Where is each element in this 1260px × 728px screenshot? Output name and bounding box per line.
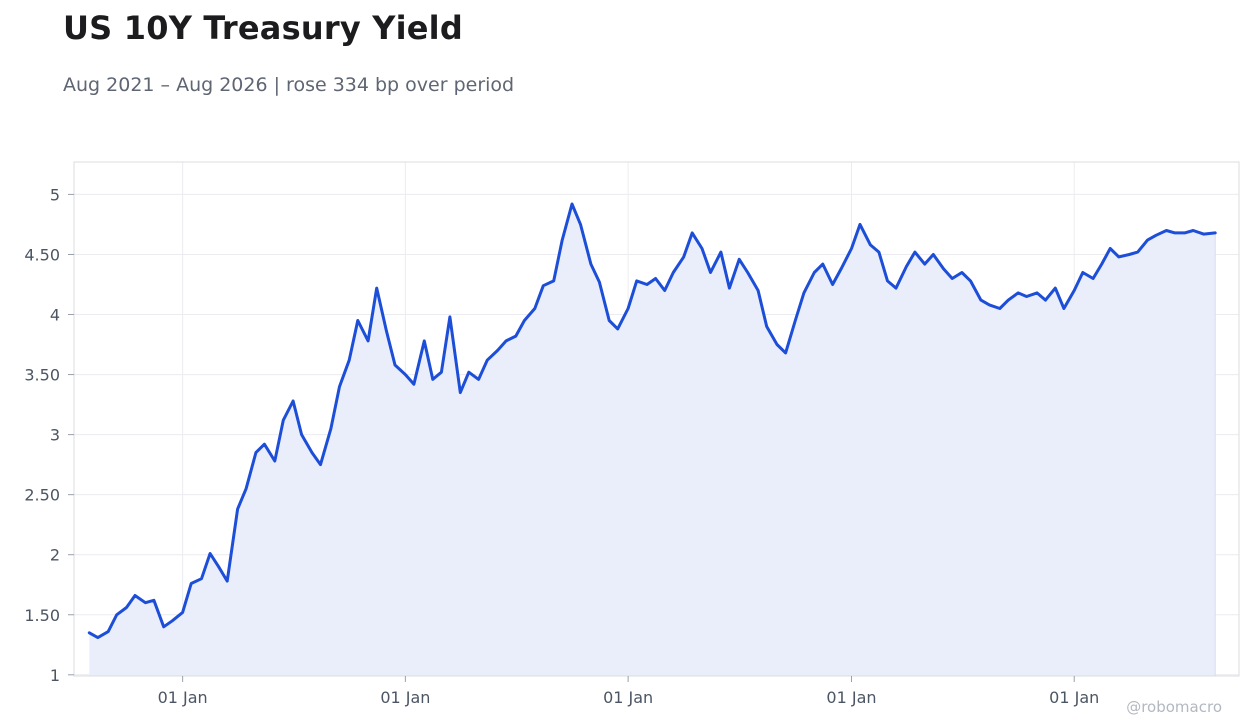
yield-series-line bbox=[87, 202, 1217, 640]
y-tick-label: 3 bbox=[50, 426, 60, 445]
y-tick-label: 1.50 bbox=[24, 606, 60, 625]
x-tick-label: 01 Jan bbox=[158, 688, 208, 707]
y-tick-label: 2.50 bbox=[24, 486, 60, 505]
x-tick-label: 01 Jan bbox=[1049, 688, 1099, 707]
y-tick-label: 3.50 bbox=[24, 366, 60, 385]
axis-layer: 1 1.50 2 2.50 3 3.50 4 4.50 5 01 Jan 01 Jan 01 Jan 0… bbox=[24, 161, 1240, 707]
chart-subtitle: Aug 2021 – Aug 2026 | rose 334 bp over p… bbox=[63, 74, 515, 96]
area-layer bbox=[89, 204, 1216, 676]
y-tick-label: 4 bbox=[50, 306, 60, 325]
chart-title: US 10Y Treasury Yield bbox=[63, 9, 463, 47]
y-tick-label: 4.50 bbox=[24, 245, 60, 264]
yield-area-fill bbox=[89, 204, 1216, 676]
plot-frame bbox=[73, 161, 1240, 677]
x-tick-label: 01 Jan bbox=[826, 688, 876, 707]
y-tick-label: 2 bbox=[50, 546, 60, 565]
x-tick-label: 01 Jan bbox=[380, 688, 430, 707]
x-tick-label: 01 Jan bbox=[603, 688, 653, 707]
y-tick-label: 5 bbox=[50, 185, 60, 204]
watermark: @robomacro bbox=[1126, 698, 1222, 716]
line-layer bbox=[87, 202, 1217, 640]
y-tick-label: 1 bbox=[50, 666, 60, 685]
